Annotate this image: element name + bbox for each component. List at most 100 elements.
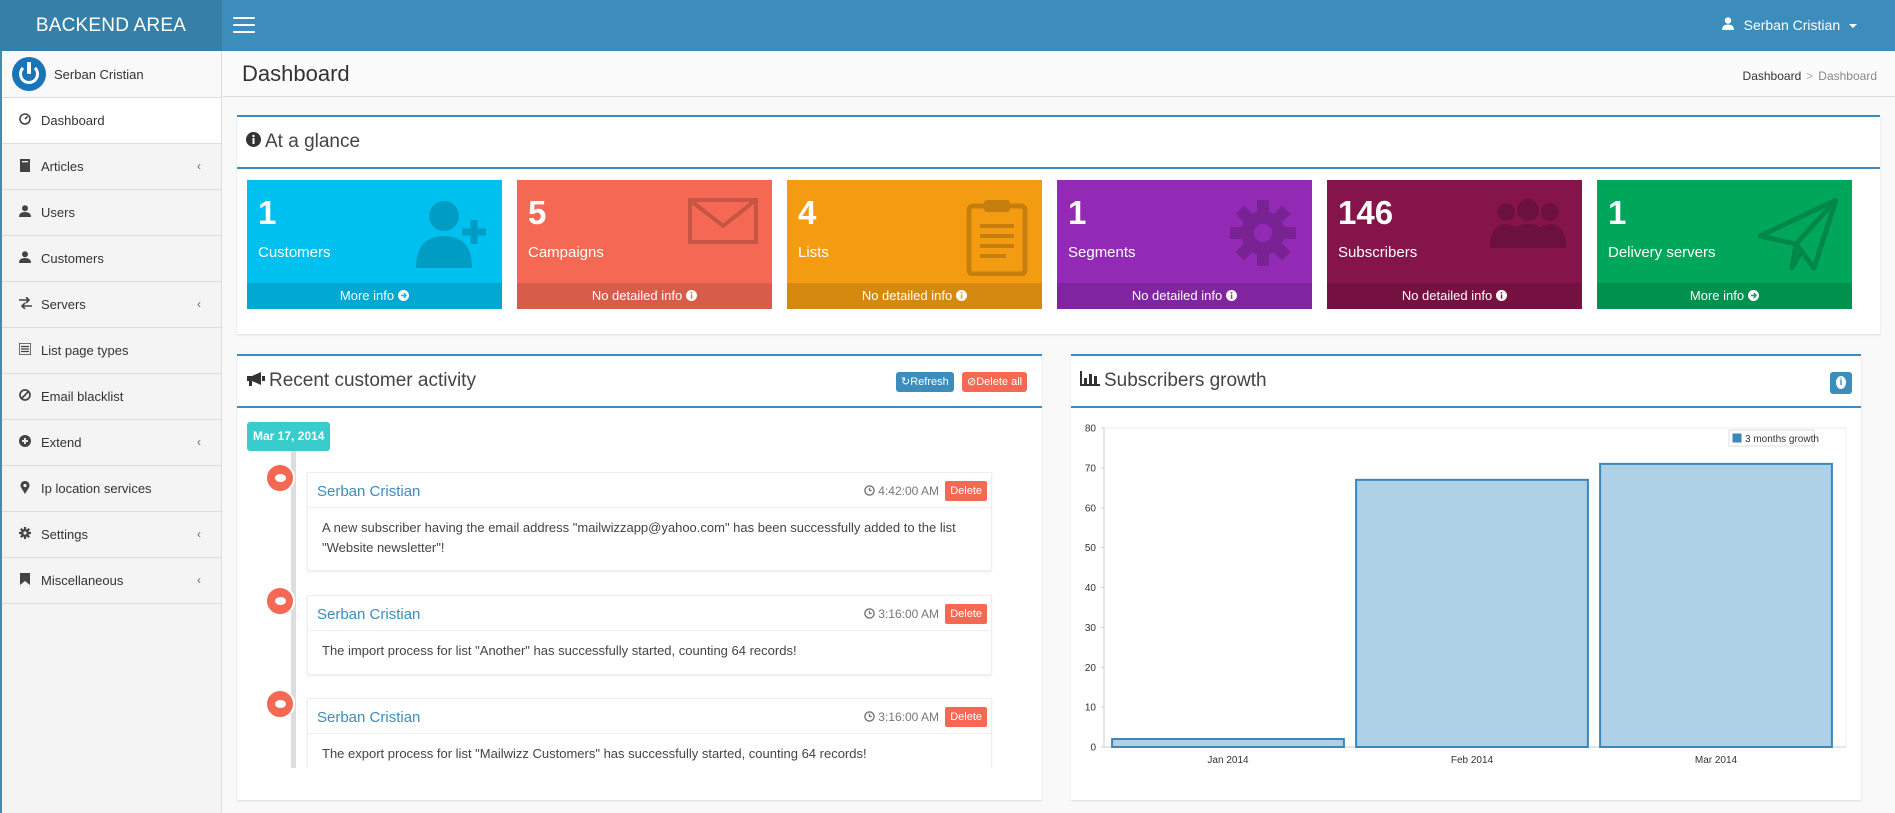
stat-tile-customers: 1 Customers More info — [247, 180, 502, 309]
timeline-item-author[interactable]: Serban Cristian — [317, 483, 421, 500]
refresh-button[interactable]: ↻Refresh — [896, 372, 954, 392]
gear-icon — [1228, 198, 1298, 273]
sidebar-item-extend[interactable]: Extend ‹ — [2, 420, 221, 466]
delete-button[interactable]: Delete — [945, 707, 987, 727]
info-circle-icon — [246, 132, 261, 152]
timeline-item-message: The export process for list "Mailwizz Cu… — [308, 733, 991, 768]
sidebar-item-email-blacklist[interactable]: Email blacklist — [2, 374, 221, 420]
users-icon — [1488, 198, 1568, 253]
sidebar-item-settings[interactable]: Settings ‹ — [2, 512, 221, 558]
chevron-left-icon: ‹ — [197, 297, 201, 311]
box-title: Subscribers growth — [1080, 370, 1267, 392]
timeline-viewport: Mar 17, 2014 Serban Cristian 4:42:00 AM De… — [237, 410, 1042, 768]
subscribers-growth-chart: 0 10 20 30 40 50 60 70 80 Jan 2014 Feb 2014 Mar 201… — [1085, 424, 1847, 766]
timeline-item-time-text: 3:16:00 AM — [878, 710, 939, 724]
app-logo[interactable]: BACKEND AREA — [0, 0, 222, 51]
timeline-item-time: 3:16:00 AM — [864, 607, 939, 621]
sidebar-item-label: Extend — [41, 435, 82, 450]
stat-label: Subscribers — [1338, 244, 1418, 261]
add-user-icon — [416, 198, 488, 273]
timeline-date-label: Mar 17, 2014 — [247, 422, 331, 451]
y-tick-label: 80 — [1085, 424, 1097, 435]
legend-label: 3 months growth — [1745, 434, 1819, 445]
chart-bar — [1111, 738, 1345, 748]
chevron-left-icon: ‹ — [197, 159, 201, 173]
stat-tile-delivery-servers: 1 Delivery servers More info — [1597, 180, 1852, 309]
clock-icon — [864, 607, 878, 621]
x-tick-label: Feb 2014 — [1451, 755, 1494, 766]
timeline-line — [291, 450, 296, 768]
timeline-item: Serban Cristian 3:16:00 AM Delete The impor… — [307, 595, 992, 675]
refresh-button-label: Refresh — [910, 376, 949, 388]
chart-bar — [1599, 462, 1833, 748]
sidebar-item-label: Dashboard — [41, 113, 105, 128]
sidebar-item-label: Email blacklist — [41, 389, 124, 404]
sidebar-toggle-icon[interactable] — [233, 17, 255, 34]
top-navbar: BACKEND AREA Serban Cristian — [0, 0, 1895, 51]
stat-value: 146 — [1338, 194, 1394, 231]
info-circle-icon — [686, 288, 698, 303]
stat-footer-link[interactable]: No detailed info — [1327, 283, 1582, 309]
timeline-item-message: The import process for list "Another" ha… — [308, 630, 991, 671]
sidebar-item-articles[interactable]: Articles ‹ — [2, 144, 221, 190]
stat-footer-link[interactable]: No detailed info — [517, 283, 772, 309]
activity-title: Recent customer activity — [269, 370, 476, 391]
delete-button[interactable]: Delete — [945, 481, 987, 501]
info-circle-icon — [1226, 288, 1238, 303]
caret-down-icon — [1849, 24, 1857, 29]
timeline-item-author[interactable]: Serban Cristian — [317, 709, 421, 726]
breadcrumb-link-dashboard[interactable]: Dashboard — [1742, 69, 1802, 83]
growth-title: Subscribers growth — [1104, 370, 1267, 391]
delete-button[interactable]: Delete — [945, 604, 987, 624]
timeline-item: Serban Cristian 3:16:00 AM Delete The expor… — [307, 698, 992, 768]
glance-title: At a glance — [265, 131, 361, 152]
chevron-left-icon: ‹ — [197, 527, 201, 541]
growth-info-button[interactable] — [1830, 372, 1852, 394]
sidebar-item-customers[interactable]: Customers — [2, 236, 221, 282]
y-tick-label: 60 — [1085, 503, 1097, 514]
delete-all-button-label: Delete all — [976, 376, 1023, 388]
sidebar-item-miscellaneous[interactable]: Miscellaneous ‹ — [2, 558, 221, 604]
y-tick-label: 30 — [1085, 623, 1097, 634]
legend-swatch — [1731, 432, 1743, 444]
timeline-item-author[interactable]: Serban Cristian — [317, 606, 421, 623]
user-icon — [18, 251, 32, 266]
sidebar-item-label: Articles — [41, 159, 84, 174]
stat-label: Segments — [1068, 244, 1136, 261]
y-tick-label: 20 — [1085, 663, 1097, 674]
clipboard-icon — [966, 198, 1028, 281]
sidebar-user-name: Serban Cristian — [54, 66, 144, 82]
chevron-left-icon: ‹ — [197, 573, 201, 587]
timeline-item-time-text: 3:16:00 AM — [878, 607, 939, 621]
gear-icon — [18, 527, 32, 542]
sidebar-item-dashboard[interactable]: Dashboard — [2, 98, 221, 144]
sidebar-item-users[interactable]: Users — [2, 190, 221, 236]
stat-tile-campaigns: 5 Campaigns No detailed info — [517, 180, 772, 309]
stat-value: 4 — [798, 194, 817, 231]
sidebar-user-panel: Serban Cristian — [2, 51, 221, 98]
refresh-icon: ↻ — [901, 376, 911, 388]
chart-bar — [1355, 478, 1589, 749]
y-tick-label: 0 — [1090, 743, 1096, 754]
stat-footer-link[interactable]: More info — [1597, 283, 1852, 309]
comment-icon — [265, 463, 295, 493]
delete-all-button[interactable]: ⊘Delete all — [962, 372, 1028, 392]
sidebar-item-servers[interactable]: Servers ‹ — [2, 282, 221, 328]
paper-plane-icon — [1757, 197, 1839, 277]
sidebar-item-label: Settings — [41, 527, 88, 542]
sidebar-item-list-page-types[interactable]: List page types — [2, 328, 221, 374]
stat-tile-lists: 4 Lists No detailed info — [787, 180, 1042, 309]
sidebar-item-label: Customers — [41, 251, 104, 266]
stat-footer-link[interactable]: More info — [247, 283, 502, 309]
sidebar-item-label: Miscellaneous — [41, 573, 124, 588]
user-menu[interactable]: Serban Cristian — [1721, 0, 1857, 51]
user-icon — [1721, 0, 1734, 51]
stat-footer-label: No detailed info — [861, 288, 953, 303]
sidebar-item-ip-location-services[interactable]: Ip location services — [2, 466, 221, 512]
stat-footer-link[interactable]: No detailed info — [1057, 283, 1312, 309]
exchange-icon — [18, 296, 32, 312]
bookmark-icon — [18, 573, 32, 588]
stat-footer-link[interactable]: No detailed info — [787, 283, 1042, 309]
bar-chart-icon — [1080, 371, 1100, 391]
book-icon — [18, 158, 32, 175]
